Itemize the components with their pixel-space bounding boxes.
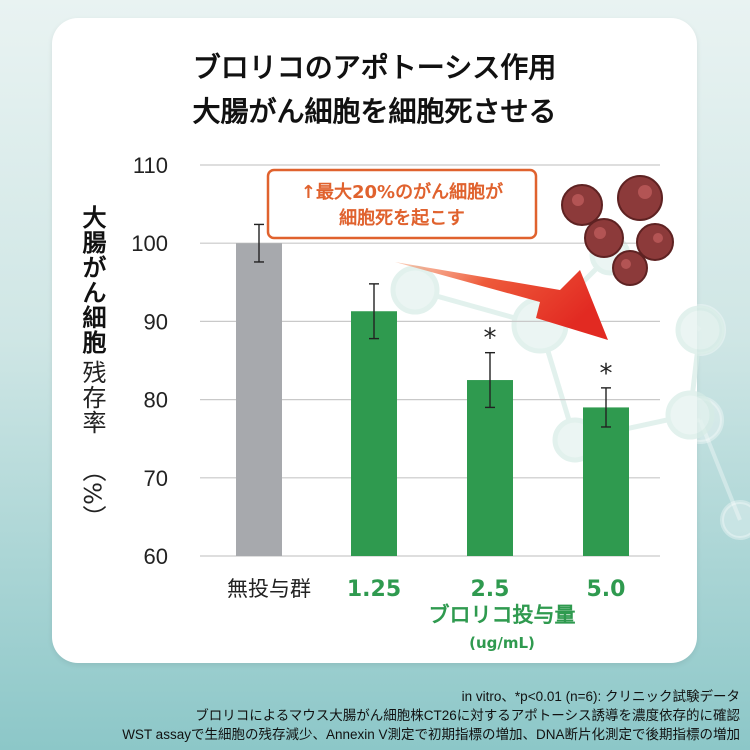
x-category-label-3: 5.0	[587, 577, 626, 602]
bar-2	[467, 380, 513, 556]
y-tick-label: 90	[144, 309, 168, 334]
significance-markers: **	[484, 324, 613, 389]
y-tick-labels: 60 70 80 90 100 110	[131, 153, 168, 569]
bar-1	[351, 311, 397, 556]
x-category-labels: 無投与群 1.25 2.5 5.0	[227, 577, 625, 602]
y-axis-label: 大腸がん細胞 残存率 （%）	[78, 205, 106, 529]
x-category-label-2: 2.5	[471, 577, 510, 602]
callout-line-2: 細胞死を起こす	[339, 207, 465, 229]
cancer-cells-illustration	[561, 175, 674, 286]
y-tick-label: 110	[133, 153, 168, 178]
y-axis-unit: （%）	[78, 458, 106, 529]
x-axis-title: ブロリコ投与量	[429, 603, 576, 627]
bar-3	[583, 407, 629, 556]
y-tick-label: 60	[144, 544, 168, 569]
footnote-2: ブロリコによるマウス大腸がん細胞株CT26に対するアポトーシス誘導を濃度依存的に…	[195, 708, 740, 723]
title-line-2: 大腸がん細胞を細胞死させる	[192, 95, 557, 128]
y-axis-label-normal: 残存率	[78, 360, 106, 435]
footnotes: in vitro、*p<0.01 (n=6): クリニック試験データ ブロリコに…	[122, 687, 740, 744]
bars	[236, 243, 629, 556]
bar-0	[236, 243, 282, 556]
callout-box: ↑最大20%のがん細胞が 細胞死を起こす	[266, 168, 538, 240]
x-category-label-1: 1.25	[347, 577, 401, 602]
footnote-3: WST assayで生細胞の残存減少、Annexin V測定で初期指標の増加、D…	[122, 727, 740, 742]
y-tick-label: 80	[144, 388, 168, 413]
error-bars	[254, 223, 611, 428]
callout-line-1: ↑最大20%のがん細胞が	[301, 181, 503, 203]
footnote-1: in vitro、*p<0.01 (n=6): クリニック試験データ	[461, 689, 740, 704]
significance-star-2: *	[484, 324, 497, 354]
decrease-arrow	[395, 262, 608, 340]
x-category-label-0: 無投与群	[227, 577, 311, 601]
chart-title: ブロリコのアポトーシス作用 大腸がん細胞を細胞死させる	[52, 46, 697, 134]
y-tick-label: 100	[131, 231, 168, 256]
y-axis-label-bold: 大腸がん細胞	[78, 205, 106, 355]
significance-star-3: *	[600, 359, 613, 389]
x-axis-unit: (ug/mL)	[469, 634, 535, 652]
y-tick-label: 70	[144, 466, 168, 491]
title-line-1: ブロリコのアポトーシス作用	[192, 51, 557, 84]
